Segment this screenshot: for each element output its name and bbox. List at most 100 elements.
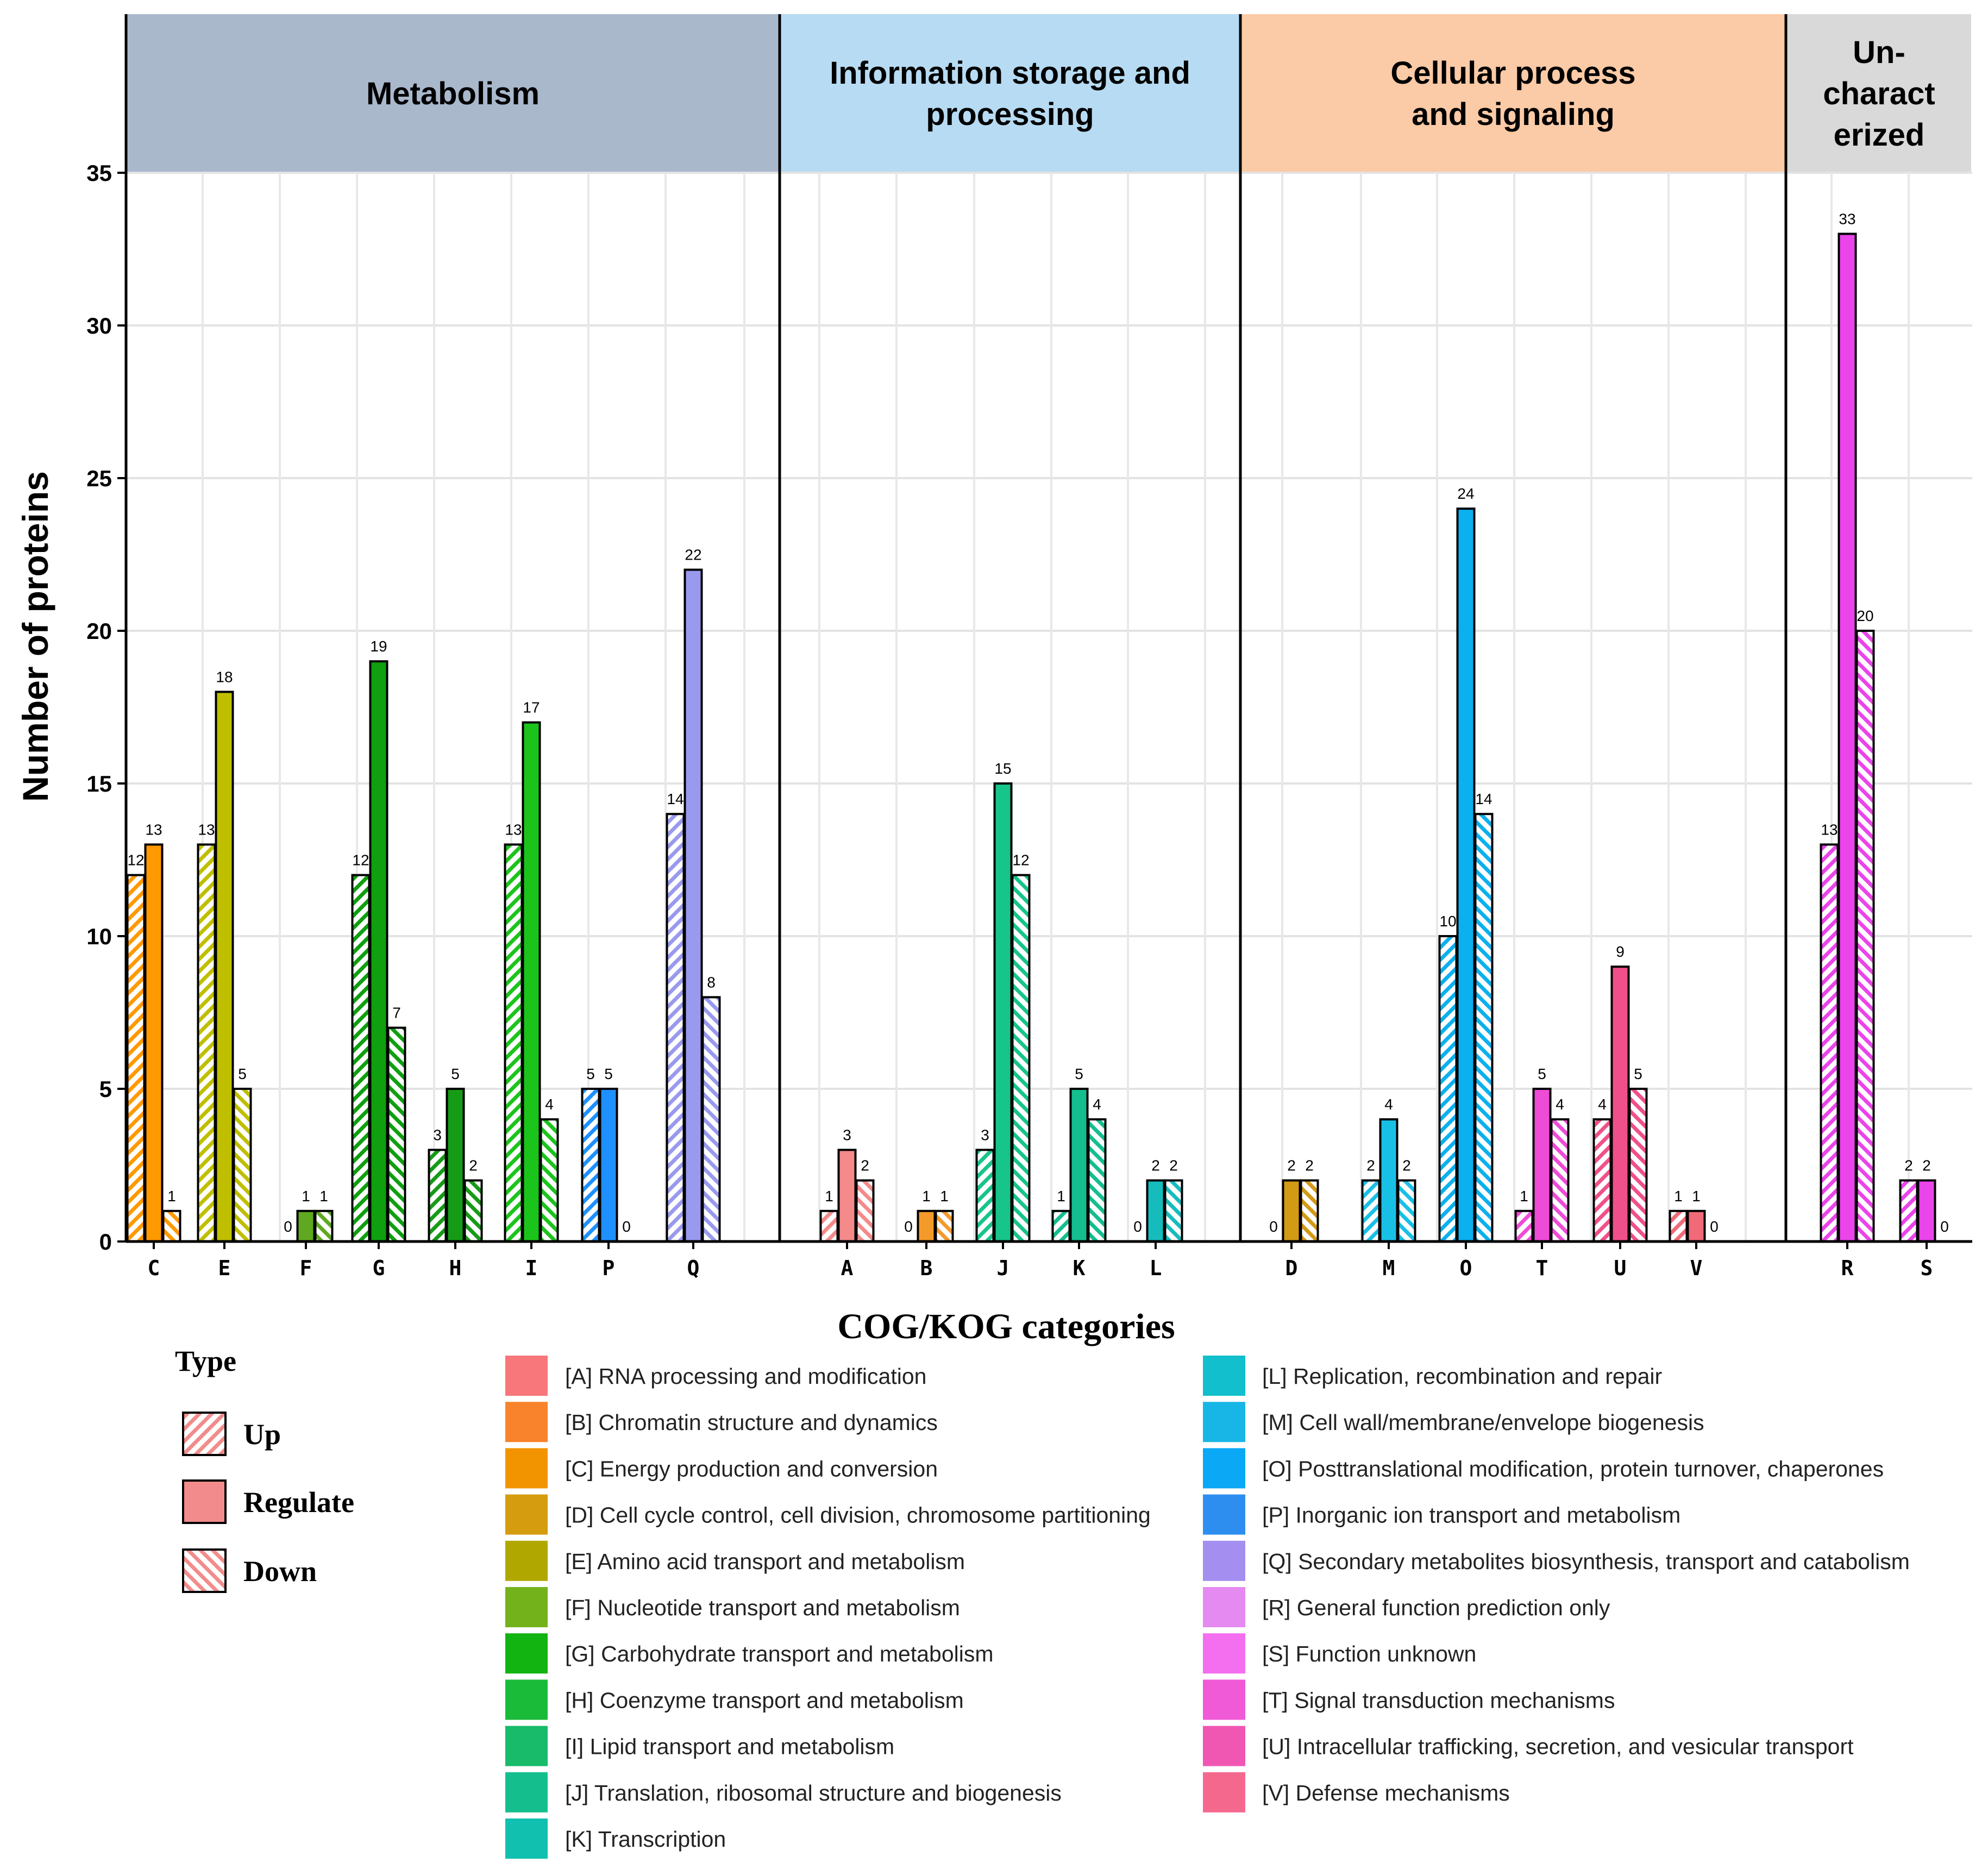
bar-E-up xyxy=(197,843,216,1243)
value-label-K-regulate: 5 xyxy=(1075,1065,1083,1082)
bar-Q-down xyxy=(701,996,721,1243)
x-tick-label-L: L xyxy=(1150,1256,1162,1280)
category-legend-swatch xyxy=(1203,1540,1245,1581)
bar-O-up xyxy=(1438,935,1458,1243)
bar-Q-up xyxy=(666,813,685,1243)
y-tick-label: 25 xyxy=(86,466,112,491)
group-title-1: processing xyxy=(926,97,1094,132)
category-legend-swatch xyxy=(505,1679,548,1720)
bar-D-down xyxy=(1300,1179,1319,1243)
bar-M-up xyxy=(1361,1179,1381,1243)
value-label-M-regulate: 4 xyxy=(1384,1096,1393,1113)
x-tick-label-Q: Q xyxy=(687,1256,700,1280)
value-label-P-regulate: 5 xyxy=(604,1065,613,1082)
value-label-L-down: 2 xyxy=(1169,1157,1178,1174)
value-label-G-down: 7 xyxy=(392,1005,401,1021)
group-header-0 xyxy=(127,14,779,173)
value-label-E-regulate: 18 xyxy=(216,668,233,685)
category-legend-swatch xyxy=(1203,1494,1245,1535)
bar-O-down xyxy=(1474,813,1494,1243)
bar-S-regulate xyxy=(1917,1179,1936,1243)
value-label-U-regulate: 9 xyxy=(1616,943,1625,960)
category-legend-label: [B] Chromatin structure and dynamics xyxy=(565,1410,938,1435)
x-tick-label-J: J xyxy=(997,1256,1009,1280)
value-label-R-up: 13 xyxy=(1821,821,1838,838)
category-legend-label: [H] Coenzyme transport and metabolism xyxy=(565,1688,964,1713)
bar-C-regulate xyxy=(144,843,164,1243)
value-label-J-regulate: 15 xyxy=(994,760,1011,777)
bar-V-up xyxy=(1669,1209,1688,1243)
type-legend-swatch-regulate xyxy=(182,1479,227,1524)
type-legend-label-regulate: Regulate xyxy=(243,1486,354,1519)
x-tick-label-H: H xyxy=(449,1256,462,1280)
value-label-Q-down: 8 xyxy=(707,974,716,990)
category-legend-swatch xyxy=(505,1448,548,1489)
bar-A-down xyxy=(855,1179,875,1243)
x-tick-label-S: S xyxy=(1921,1256,1933,1280)
bar-K-regulate xyxy=(1069,1088,1089,1243)
value-label-H-regulate: 5 xyxy=(451,1065,460,1082)
group-title-2: Cellular process xyxy=(1390,55,1635,91)
category-legend-label: [L] Replication, recombination and repai… xyxy=(1262,1364,1662,1389)
value-label-C-up: 12 xyxy=(127,852,144,869)
y-tick-label: 0 xyxy=(99,1229,112,1255)
type-legend-swatch-up xyxy=(182,1412,227,1456)
value-label-J-down: 12 xyxy=(1012,852,1029,869)
value-label-K-up: 1 xyxy=(1057,1188,1065,1205)
category-legend-swatch xyxy=(1203,1726,1245,1766)
category-legend-swatch xyxy=(505,1726,548,1766)
group-title-3: Un- xyxy=(1853,35,1905,70)
bar-R-down xyxy=(1855,630,1875,1243)
bar-L-regulate xyxy=(1146,1179,1165,1243)
category-legend-label: [M] Cell wall/membrane/envelope biogenes… xyxy=(1262,1410,1704,1435)
category-legend-label: [E] Amino acid transport and metabolism xyxy=(565,1549,965,1574)
value-label-L-regulate: 2 xyxy=(1151,1157,1160,1174)
bar-I-regulate xyxy=(522,721,541,1243)
category-legend-swatch xyxy=(505,1772,548,1813)
bar-B-regulate xyxy=(917,1209,936,1243)
legends: Type Up Regulate Down [A] RNA processing and… xyxy=(175,1345,1910,1859)
value-label-V-regulate: 1 xyxy=(1692,1188,1701,1205)
value-label-O-up: 10 xyxy=(1439,913,1456,930)
value-label-V-up: 1 xyxy=(1674,1188,1683,1205)
value-label-F-up: 0 xyxy=(284,1218,292,1235)
y-axis-title: Number of proteins xyxy=(15,471,55,802)
category-legend-label: [U] Intracellular trafficking, secretion… xyxy=(1262,1734,1854,1759)
group-title-3: erized xyxy=(1834,117,1925,153)
value-label-S-regulate: 2 xyxy=(1922,1157,1931,1174)
category-legend-swatch xyxy=(505,1587,548,1627)
category-legend-label: [O] Posttranslational modification, prot… xyxy=(1262,1456,1884,1481)
group-headers: Metabolism Information storage and process… xyxy=(127,14,1971,173)
value-label-L-up: 0 xyxy=(1133,1218,1142,1235)
bar-T-down xyxy=(1550,1118,1570,1243)
group-title-1: Information storage and xyxy=(830,55,1190,91)
category-legend-label: [D] Cell cycle control, cell division, c… xyxy=(565,1503,1151,1528)
bar-M-regulate xyxy=(1379,1118,1399,1243)
bar-T-up xyxy=(1514,1209,1534,1243)
y-tick-label: 15 xyxy=(86,771,112,797)
x-tick-label-I: I xyxy=(525,1256,538,1280)
category-legend-swatch xyxy=(1203,1448,1245,1489)
value-label-A-regulate: 3 xyxy=(843,1126,851,1143)
bar-J-down xyxy=(1011,874,1031,1243)
bar-R-up xyxy=(1820,843,1839,1243)
value-label-S-up: 2 xyxy=(1904,1157,1913,1174)
value-label-S-down: 0 xyxy=(1940,1218,1949,1235)
value-label-Q-up: 14 xyxy=(667,791,683,807)
group-dividers xyxy=(778,14,1788,1241)
value-label-O-down: 14 xyxy=(1475,791,1492,807)
bar-A-regulate xyxy=(837,1149,857,1243)
value-label-C-regulate: 13 xyxy=(145,821,162,838)
value-label-G-up: 12 xyxy=(352,852,369,869)
bar-G-up xyxy=(351,874,371,1243)
value-label-P-up: 5 xyxy=(586,1065,595,1082)
category-legend-swatch xyxy=(1203,1587,1245,1627)
x-tick-label-G: G xyxy=(373,1256,385,1280)
y-tick-label: 30 xyxy=(86,313,112,338)
value-label-J-up: 3 xyxy=(981,1126,989,1143)
bar-F-regulate xyxy=(296,1209,316,1243)
value-label-U-down: 5 xyxy=(1634,1065,1642,1082)
category-legend-swatch xyxy=(1203,1633,1245,1674)
value-label-T-down: 4 xyxy=(1556,1096,1564,1113)
value-label-T-up: 1 xyxy=(1520,1188,1528,1205)
